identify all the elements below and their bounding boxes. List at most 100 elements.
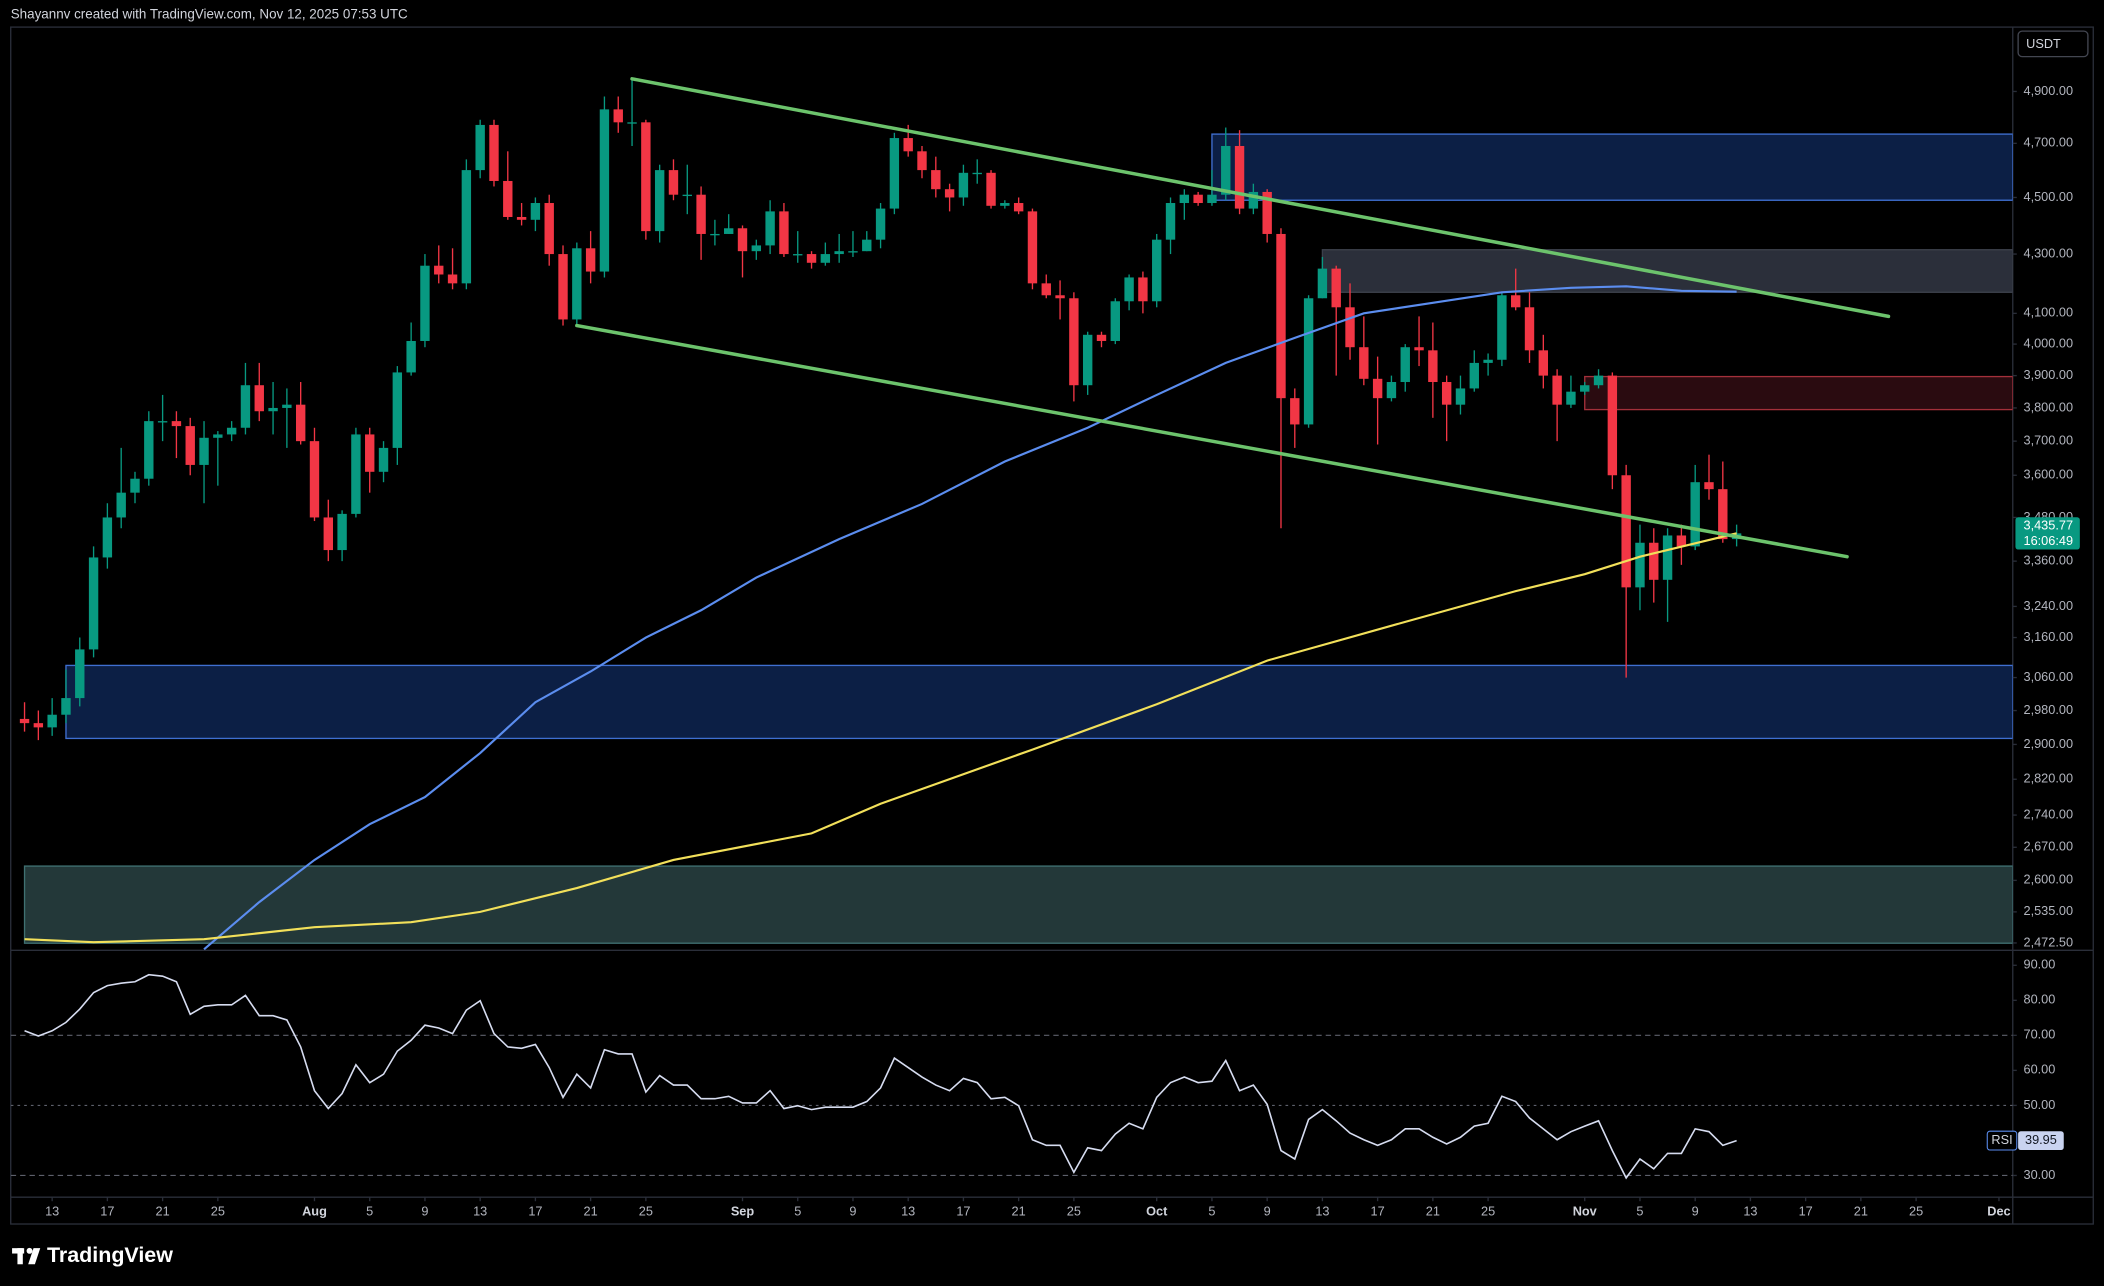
y-tick-label: 4,900.00 <box>2023 83 2073 98</box>
candle-body <box>696 194 706 234</box>
candle-body <box>1552 375 1562 405</box>
candle-body <box>862 239 872 252</box>
x-tick-label: 9 <box>1264 1203 1271 1218</box>
y-tick-label: 4,500.00 <box>2023 189 2073 204</box>
candle-body <box>1607 375 1618 476</box>
candle-body <box>627 122 637 124</box>
logo-shape <box>17 1248 23 1265</box>
candle-body <box>1483 359 1493 363</box>
rsi-name-box <box>1986 1130 2018 1151</box>
x-tick-label: 25 <box>1909 1203 1923 1218</box>
candle-body <box>1041 283 1051 296</box>
y-tick-label: 2,820.00 <box>2023 771 2073 786</box>
x-tick-label: Dec <box>1987 1203 2010 1218</box>
candle-body <box>1082 334 1093 386</box>
candle-body <box>1221 145 1231 195</box>
last-price-box <box>2015 517 2080 550</box>
candle-body <box>1193 194 1203 204</box>
y-tick-label: 2,600.00 <box>2023 872 2073 887</box>
candle-body <box>1676 535 1687 547</box>
x-tick-label: 25 <box>1481 1203 1495 1218</box>
brand-logo[interactable]: TradingView <box>12 1243 173 1267</box>
candle-body <box>1690 482 1700 547</box>
x-tick-label: 17 <box>1371 1203 1385 1218</box>
candle-body <box>793 254 803 256</box>
candle-body <box>240 385 251 428</box>
x-tick-label: 21 <box>1012 1203 1026 1218</box>
x-tick-label: 9 <box>849 1203 856 1218</box>
candle-body <box>1635 542 1645 588</box>
candle-body <box>1441 382 1452 405</box>
y-tick-label: 3,160.00 <box>2023 629 2073 644</box>
trendline <box>630 77 1891 319</box>
candle-body <box>779 211 789 255</box>
candle-body <box>1718 489 1728 540</box>
candle-body <box>917 151 927 171</box>
zone <box>65 664 2013 740</box>
candle-body <box>1069 298 1079 386</box>
candle-body <box>765 211 775 246</box>
chart-frame <box>10 26 2094 1225</box>
x-tick-label: 9 <box>421 1203 428 1218</box>
candle-body <box>1386 382 1397 399</box>
x-tick-label: 5 <box>366 1203 373 1218</box>
y-tick-label: 2,670.00 <box>2023 839 2073 854</box>
rsi-tick-label: 90.00 <box>2023 957 2055 972</box>
candle-body <box>323 517 333 551</box>
candle-body <box>737 228 748 252</box>
y-tick-label: 3,800.00 <box>2023 399 2073 414</box>
candle-body <box>1317 268 1328 299</box>
candle-body <box>365 434 375 472</box>
candle-body <box>309 441 320 518</box>
y-tick-label: 2,900.00 <box>2023 736 2073 751</box>
candle-body <box>724 228 734 234</box>
candle-body <box>544 203 554 255</box>
x-tick-label: 25 <box>1067 1203 1081 1218</box>
candle-body <box>682 194 692 197</box>
candle-body <box>1331 268 1341 308</box>
candle-body <box>434 265 444 275</box>
candle-body <box>213 434 223 438</box>
candle-body <box>337 513 347 551</box>
candle-body <box>1649 542 1659 580</box>
candle-body <box>130 478 140 493</box>
candle-body <box>420 265 430 341</box>
x-tick-label: 17 <box>100 1203 114 1218</box>
candle-body <box>599 109 610 272</box>
candle-body <box>75 649 85 699</box>
candle-body <box>1566 391 1576 405</box>
candle-body <box>1621 475 1631 588</box>
candle-body <box>503 180 513 217</box>
candle-body <box>1000 203 1010 206</box>
candle-body <box>157 421 168 423</box>
zone <box>1211 133 2013 201</box>
trendline <box>575 323 1849 559</box>
rsi-value: 39.95 <box>2025 1132 2057 1147</box>
candle-body <box>226 427 237 435</box>
candle-body <box>613 109 623 123</box>
candle-body <box>116 492 126 518</box>
candle-body <box>102 517 113 558</box>
candle-body <box>585 248 596 272</box>
candle-body <box>848 251 858 253</box>
candle-body <box>751 245 762 252</box>
candle-body <box>1179 194 1190 204</box>
x-tick-label: 25 <box>639 1203 653 1218</box>
countdown: 16:06:49 <box>2023 533 2073 548</box>
x-tick-label: 5 <box>794 1203 801 1218</box>
candle-body <box>1345 307 1355 348</box>
candle-body <box>88 557 99 650</box>
x-tick-label: 13 <box>901 1203 915 1218</box>
candle-body <box>820 254 831 263</box>
candle-body <box>1013 203 1024 212</box>
candle-body <box>710 233 720 236</box>
y-tick-label: 3,600.00 <box>2023 467 2073 482</box>
candle-body <box>185 426 195 465</box>
rsi-pane <box>10 973 2013 1180</box>
y-tick-label: 3,900.00 <box>2023 367 2073 382</box>
last-price-label: 3,435.77 <box>2023 517 2073 532</box>
candle-body <box>572 248 582 320</box>
logo-shape <box>26 1247 33 1254</box>
currency-box[interactable] <box>2017 30 2089 58</box>
candle-body <box>1372 378 1383 399</box>
